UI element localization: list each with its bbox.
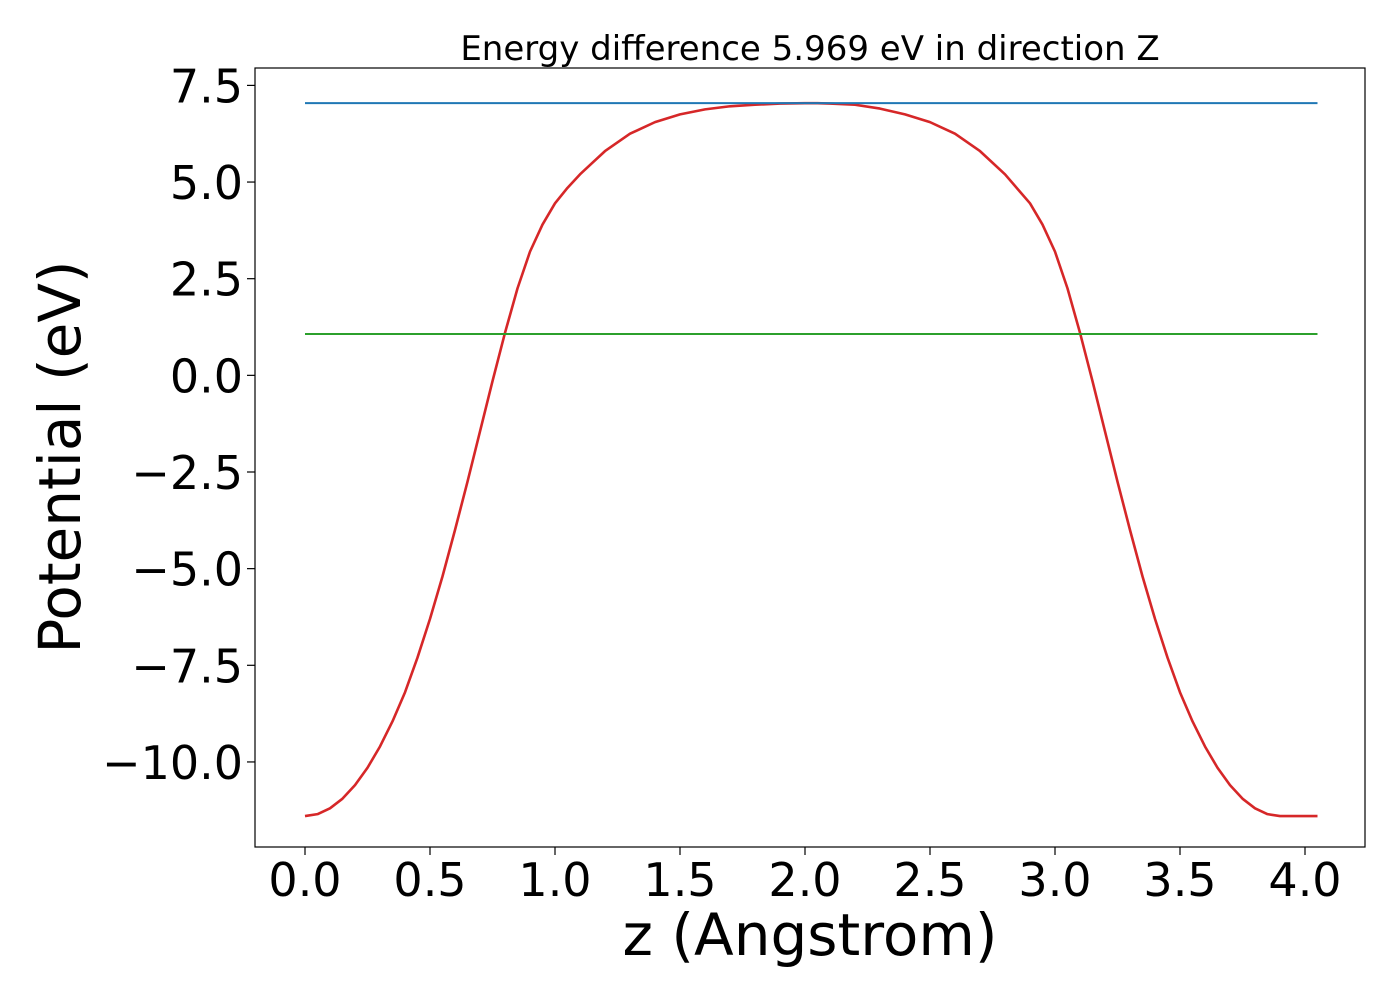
- x-axis-ticks: 0.0 0.5 1.0 1.5 2.0 2.5 3.0 3.5 4.0: [268, 847, 1342, 907]
- series-layer: [304, 101, 1318, 818]
- chart-title: Energy difference 5.969 eV in direction …: [460, 29, 1159, 69]
- y-tick-label: 0.0: [170, 349, 243, 403]
- x-tick-label: 0.0: [268, 853, 341, 907]
- y-axis-ticks: 7.5 5.0 2.5 0.0 −2.5 −5.0 −7.5 −10.0: [102, 59, 255, 790]
- x-tick-label: 3.0: [1018, 853, 1091, 907]
- x-axis-label: z (Angstrom): [623, 901, 998, 969]
- plot-area: [255, 68, 1365, 847]
- y-tick-label: −5.0: [131, 543, 243, 597]
- y-tick-label: 5.0: [170, 156, 243, 210]
- y-axis-label: Potential (eV): [26, 260, 94, 653]
- x-tick-label: 1.0: [518, 853, 591, 907]
- x-tick-label: 3.5: [1143, 853, 1216, 907]
- x-tick-label: 2.5: [893, 853, 966, 907]
- x-tick-label: 1.5: [643, 853, 716, 907]
- x-tick-label: 2.0: [768, 853, 841, 907]
- y-tick-label: −2.5: [131, 446, 243, 500]
- x-tick-label: 4.0: [1268, 853, 1341, 907]
- y-tick-label: 7.5: [170, 59, 243, 113]
- y-tick-label: −10.0: [102, 736, 243, 790]
- y-tick-label: −7.5: [131, 639, 243, 693]
- plot-frame: [254, 67, 1366, 848]
- x-tick-label: 0.5: [393, 853, 466, 907]
- y-tick-label: 2.5: [170, 253, 243, 307]
